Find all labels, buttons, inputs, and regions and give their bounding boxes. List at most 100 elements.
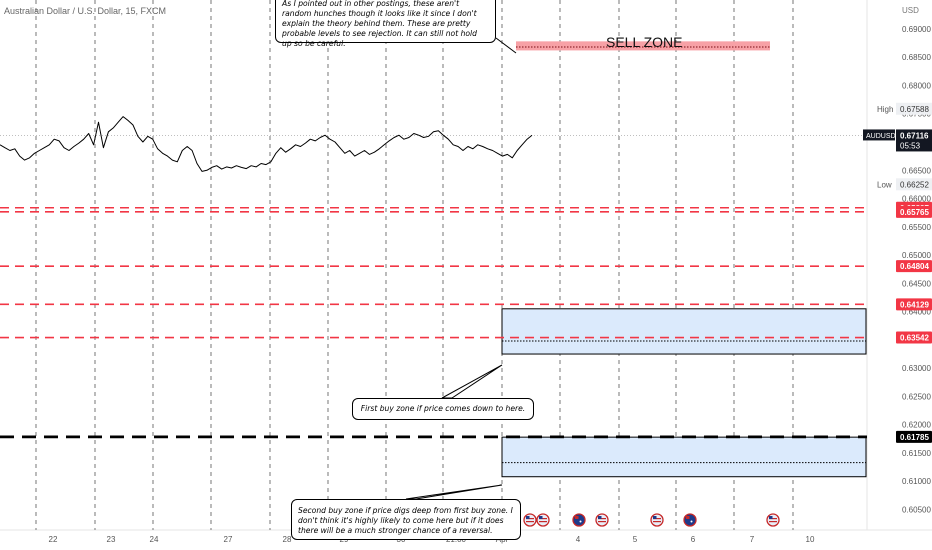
event-icon-1[interactable]	[536, 513, 550, 527]
event-icon-3-circle	[595, 513, 609, 527]
event-icon-4-stripe-1	[653, 518, 661, 520]
sell-zone-label: SELL ZONE	[606, 34, 683, 50]
time-tick-label-12: 7	[750, 535, 755, 544]
sell-zone-rect	[516, 41, 770, 51]
red-level-tag-2-bg	[896, 260, 932, 273]
price-tick-label-1: 0.68500	[902, 53, 931, 62]
low-value: 0.66252	[900, 180, 929, 189]
price-tick-label-2: 0.68000	[902, 81, 931, 90]
time-tick-label-1: 23	[107, 535, 116, 544]
economic-event-icons[interactable]	[523, 513, 780, 527]
zones-layer	[501, 41, 867, 478]
current-price-value: 0.67116	[900, 131, 929, 140]
event-icon-5-star	[690, 520, 693, 523]
price-tick-label-12: 0.63000	[902, 364, 931, 373]
time-tick-label-4: 28	[283, 535, 292, 544]
high-label: High	[877, 105, 893, 114]
event-icon-1-stripe-2	[539, 521, 547, 523]
current-price-tag-bg	[896, 129, 932, 152]
event-icon-0[interactable]	[523, 513, 537, 527]
event-icon-4-circle	[650, 513, 664, 527]
time-tick-label-0: 22	[49, 535, 58, 544]
event-icon-2-circle	[572, 513, 586, 527]
price-tick-label-5: 0.66500	[902, 166, 931, 175]
event-icon-3-stripe-2	[598, 521, 606, 523]
red-level-tag-1-text: 0.65765	[900, 208, 929, 217]
event-icon-4-stripe-2	[653, 521, 661, 523]
first-buy-note-text: First buy zone if price comes down to he…	[360, 404, 526, 413]
price-axis[interactable]: 0.690000.685000.680000.675000.670000.665…	[863, 25, 932, 515]
event-icon-0-canton	[526, 516, 530, 519]
red-level-tag-3-bg	[896, 298, 932, 311]
symbol-title: Australian Dollar / U.S. Dollar, 15, FXC…	[4, 6, 167, 16]
high-value: 0.67588	[900, 105, 929, 114]
red-level-tag-4-bg	[896, 331, 932, 344]
price-tick-label-8: 0.65000	[902, 251, 931, 260]
black-level-tag-bg	[896, 430, 932, 443]
price-tick-label-16: 0.61000	[902, 477, 931, 486]
time-tick-label-13: 10	[806, 535, 815, 544]
price-tick-label-7: 0.65500	[902, 223, 931, 232]
price-tick-label-17: 0.60500	[902, 506, 931, 515]
symbol-tag-text: AUDUSD	[866, 133, 896, 140]
event-icon-0-circle	[523, 513, 537, 527]
price-series	[0, 116, 533, 172]
price-tick-label-0: 0.69000	[902, 25, 931, 34]
countdown-value: 05:53	[900, 141, 921, 150]
event-icon-5[interactable]	[683, 513, 697, 527]
price-tick-label-10: 0.64000	[902, 308, 931, 317]
price-tick-label-13: 0.62500	[902, 392, 931, 401]
event-icon-3[interactable]	[595, 513, 609, 527]
second-buy-zone-rect	[501, 436, 867, 478]
event-icon-6-stripe-1	[769, 518, 777, 520]
top-note-connector	[495, 37, 517, 54]
event-icon-1-canton	[539, 516, 543, 519]
red-level-tag-4-text: 0.63542	[900, 334, 929, 343]
red-level-tag-1-bg	[896, 205, 932, 218]
event-icon-0-stripe-2	[526, 521, 534, 523]
currency-label: USD	[902, 6, 919, 15]
first-buy-note-callout[interactable]: First buy zone if price comes down to he…	[352, 398, 534, 420]
price-tick-label-14: 0.62000	[902, 421, 931, 430]
top-note-callout[interactable]: As I pointed out in other postings, thes…	[275, 0, 496, 48]
event-icon-6-stripe-2	[769, 521, 777, 523]
event-icon-3-stripe-1	[598, 518, 606, 520]
price-tick-label-6: 0.66000	[902, 195, 931, 204]
price-line	[0, 116, 533, 172]
event-icon-4[interactable]	[650, 513, 664, 527]
event-icon-2-star	[579, 520, 582, 523]
event-icon-0-stripe-1	[526, 518, 534, 520]
low-tag-bg	[896, 178, 932, 191]
red-level-tag-2-text: 0.64804	[900, 262, 929, 271]
time-tick-label-3: 27	[224, 535, 233, 544]
event-icon-5-circle	[683, 513, 697, 527]
price-tick-label-9: 0.64500	[902, 279, 931, 288]
second-buy-note-callout[interactable]: Second buy zone if price digs deep from …	[291, 499, 521, 540]
event-icon-1-circle	[536, 513, 550, 527]
event-icon-4-canton	[653, 516, 657, 519]
second-buy-note-text: Second buy zone if price digs deep from …	[298, 506, 513, 535]
time-tick-label-11: 6	[691, 535, 696, 544]
price-tick-label-15: 0.61500	[902, 449, 931, 458]
high-tag-bg	[896, 102, 932, 115]
event-icon-6-canton	[769, 516, 773, 519]
time-tick-label-9: 4	[576, 535, 581, 544]
time-tick-label-2: 24	[150, 535, 159, 544]
event-icon-2-union	[575, 516, 579, 519]
callout-connectors	[405, 37, 517, 500]
event-icon-6-circle	[766, 513, 780, 527]
event-icon-3-canton	[598, 516, 602, 519]
low-label: Low	[877, 180, 892, 189]
event-icon-5-union	[686, 516, 690, 519]
event-icon-2[interactable]	[572, 513, 586, 527]
top-note-text: As I pointed out in other postings, thes…	[282, 0, 477, 48]
time-tick-label-10: 5	[633, 535, 638, 544]
event-icon-1-stripe-1	[539, 518, 547, 520]
event-icon-6[interactable]	[766, 513, 780, 527]
first-buy-zone-rect	[501, 308, 867, 355]
red-level-tag-3-text: 0.64129	[900, 300, 929, 309]
horizontal-levels	[0, 135, 867, 439]
symbol-tag-bg	[863, 129, 895, 141]
black-level-tag-text: 0.61785	[900, 433, 929, 442]
